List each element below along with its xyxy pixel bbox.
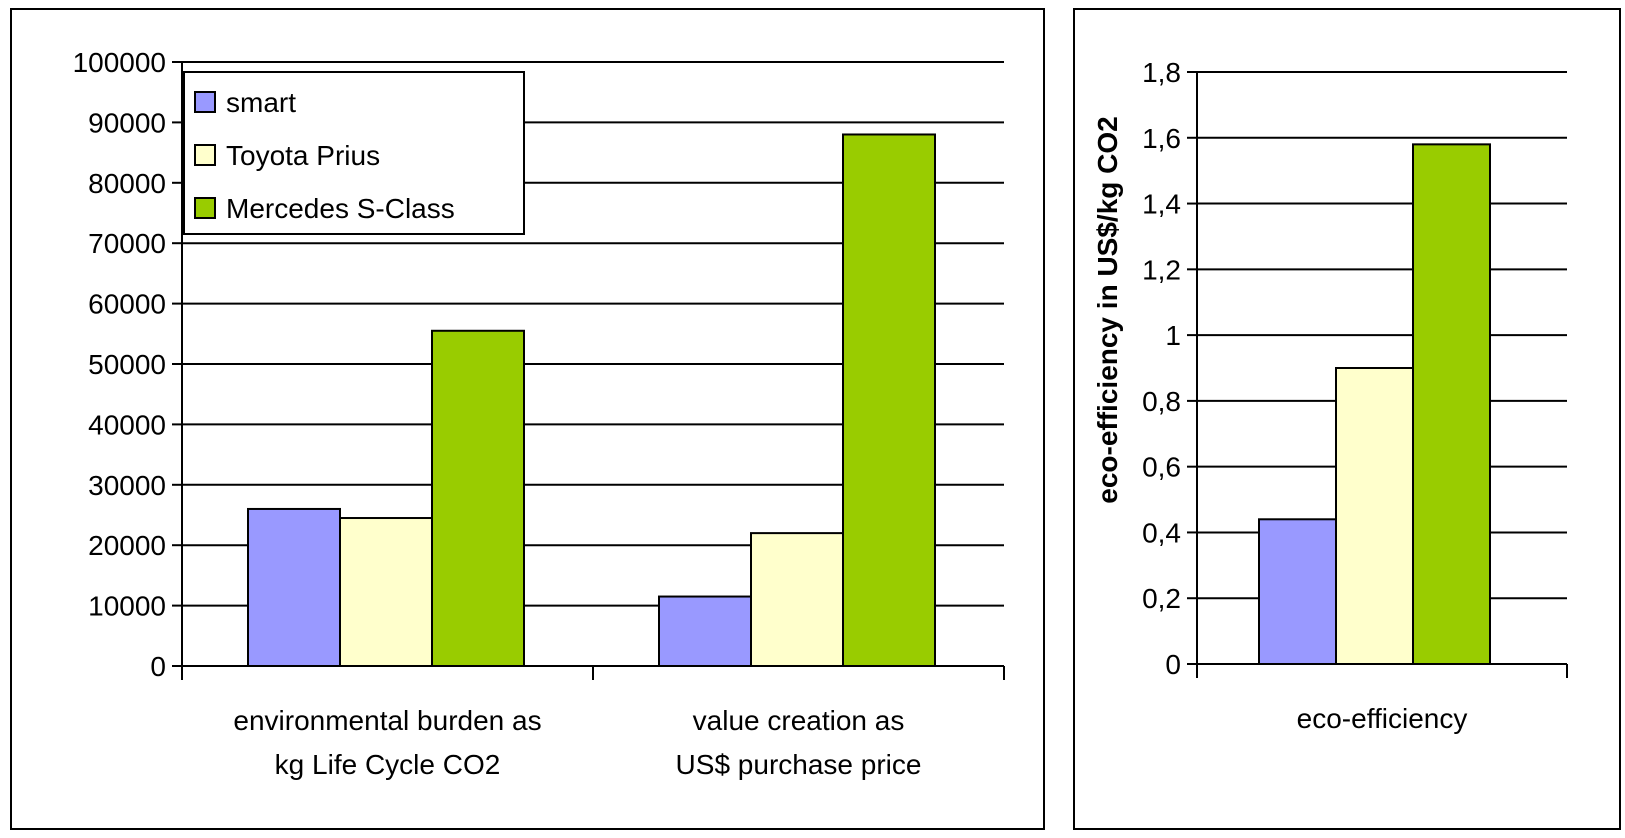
left-bar-smart (658, 595, 752, 667)
legend-label-toyota-prius: Toyota Prius (226, 140, 380, 171)
right-y-tick-label: 1 (1165, 320, 1181, 351)
left-y-tick-label: 60000 (88, 289, 166, 320)
left-category-label: value creation as (693, 705, 905, 736)
legend-label-smart: smart (226, 87, 296, 118)
left-y-tick-label: 80000 (88, 168, 166, 199)
legend-box (183, 71, 525, 235)
left-bar-toyota-prius (339, 517, 433, 667)
left-y-tick-label: 90000 (88, 107, 166, 138)
left-category-label: kg Life Cycle CO2 (275, 749, 501, 780)
right-bar-toyota-prius (1335, 367, 1414, 665)
chart-left-panel: 0 10000 20000 30000 40000 50000 60000 70000 8000… (10, 8, 1045, 830)
chart-right: 0 0,2 0,4 0,6 0,8 1 1,2 1,4 1,6 1,8 eco-efficiency… (1092, 57, 1568, 734)
left-y-tick-label: 0 (150, 651, 166, 682)
right-y-tick-label: 0,8 (1142, 386, 1181, 417)
chart-right-panel: 0 0,2 0,4 0,6 0,8 1 1,2 1,4 1,6 1,8 eco-efficiency… (1073, 8, 1621, 830)
left-category-label: US$ purchase price (676, 749, 922, 780)
right-y-tick-label: 0,2 (1142, 583, 1181, 614)
right-y-tick-label: 1,6 (1142, 123, 1181, 154)
left-y-tick-label: 50000 (88, 349, 166, 380)
right-y-tick-label: 1,8 (1142, 57, 1181, 88)
legend-swatch-toyota-prius (194, 144, 216, 166)
right-y-tick-label: 0,4 (1142, 517, 1181, 548)
right-bar-smart (1258, 518, 1337, 665)
legend-label-mercedes-s-class: Mercedes S-Class (226, 193, 455, 224)
right-bar-mercedes-s-class (1412, 143, 1491, 666)
left-y-tick-label: 100000 (73, 47, 166, 78)
legend-swatch-smart (194, 91, 216, 113)
legend: smart Toyota Prius Mercedes S-Class (183, 71, 525, 235)
left-bar-smart (247, 507, 341, 667)
right-y-tick-label: 1,4 (1142, 189, 1181, 220)
right-category-label: eco-efficiency (1297, 703, 1468, 734)
left-y-tick-label: 40000 (88, 409, 166, 440)
left-y-tick-label: 10000 (88, 591, 166, 622)
left-y-tick-label: 20000 (88, 530, 166, 561)
left-bar-mercedes-s-class (431, 329, 525, 667)
legend-swatch-mercedes-s-class (194, 197, 216, 219)
left-bar-toyota-prius (750, 532, 844, 667)
chart-left: 0 10000 20000 30000 40000 50000 60000 70000 8000… (73, 47, 1005, 780)
right-y-tick-label: 0,6 (1142, 452, 1181, 483)
left-category-label: environmental burden as (233, 705, 541, 736)
left-y-tick-label: 70000 (88, 228, 166, 259)
right-y-tick-label: 0 (1165, 649, 1181, 680)
right-y-axis-title: eco-efficiency in US$/kg CO2 (1092, 116, 1123, 503)
right-y-tick-label: 1,2 (1142, 254, 1181, 285)
left-bar-mercedes-s-class (842, 133, 936, 668)
left-y-tick-label: 30000 (88, 470, 166, 501)
